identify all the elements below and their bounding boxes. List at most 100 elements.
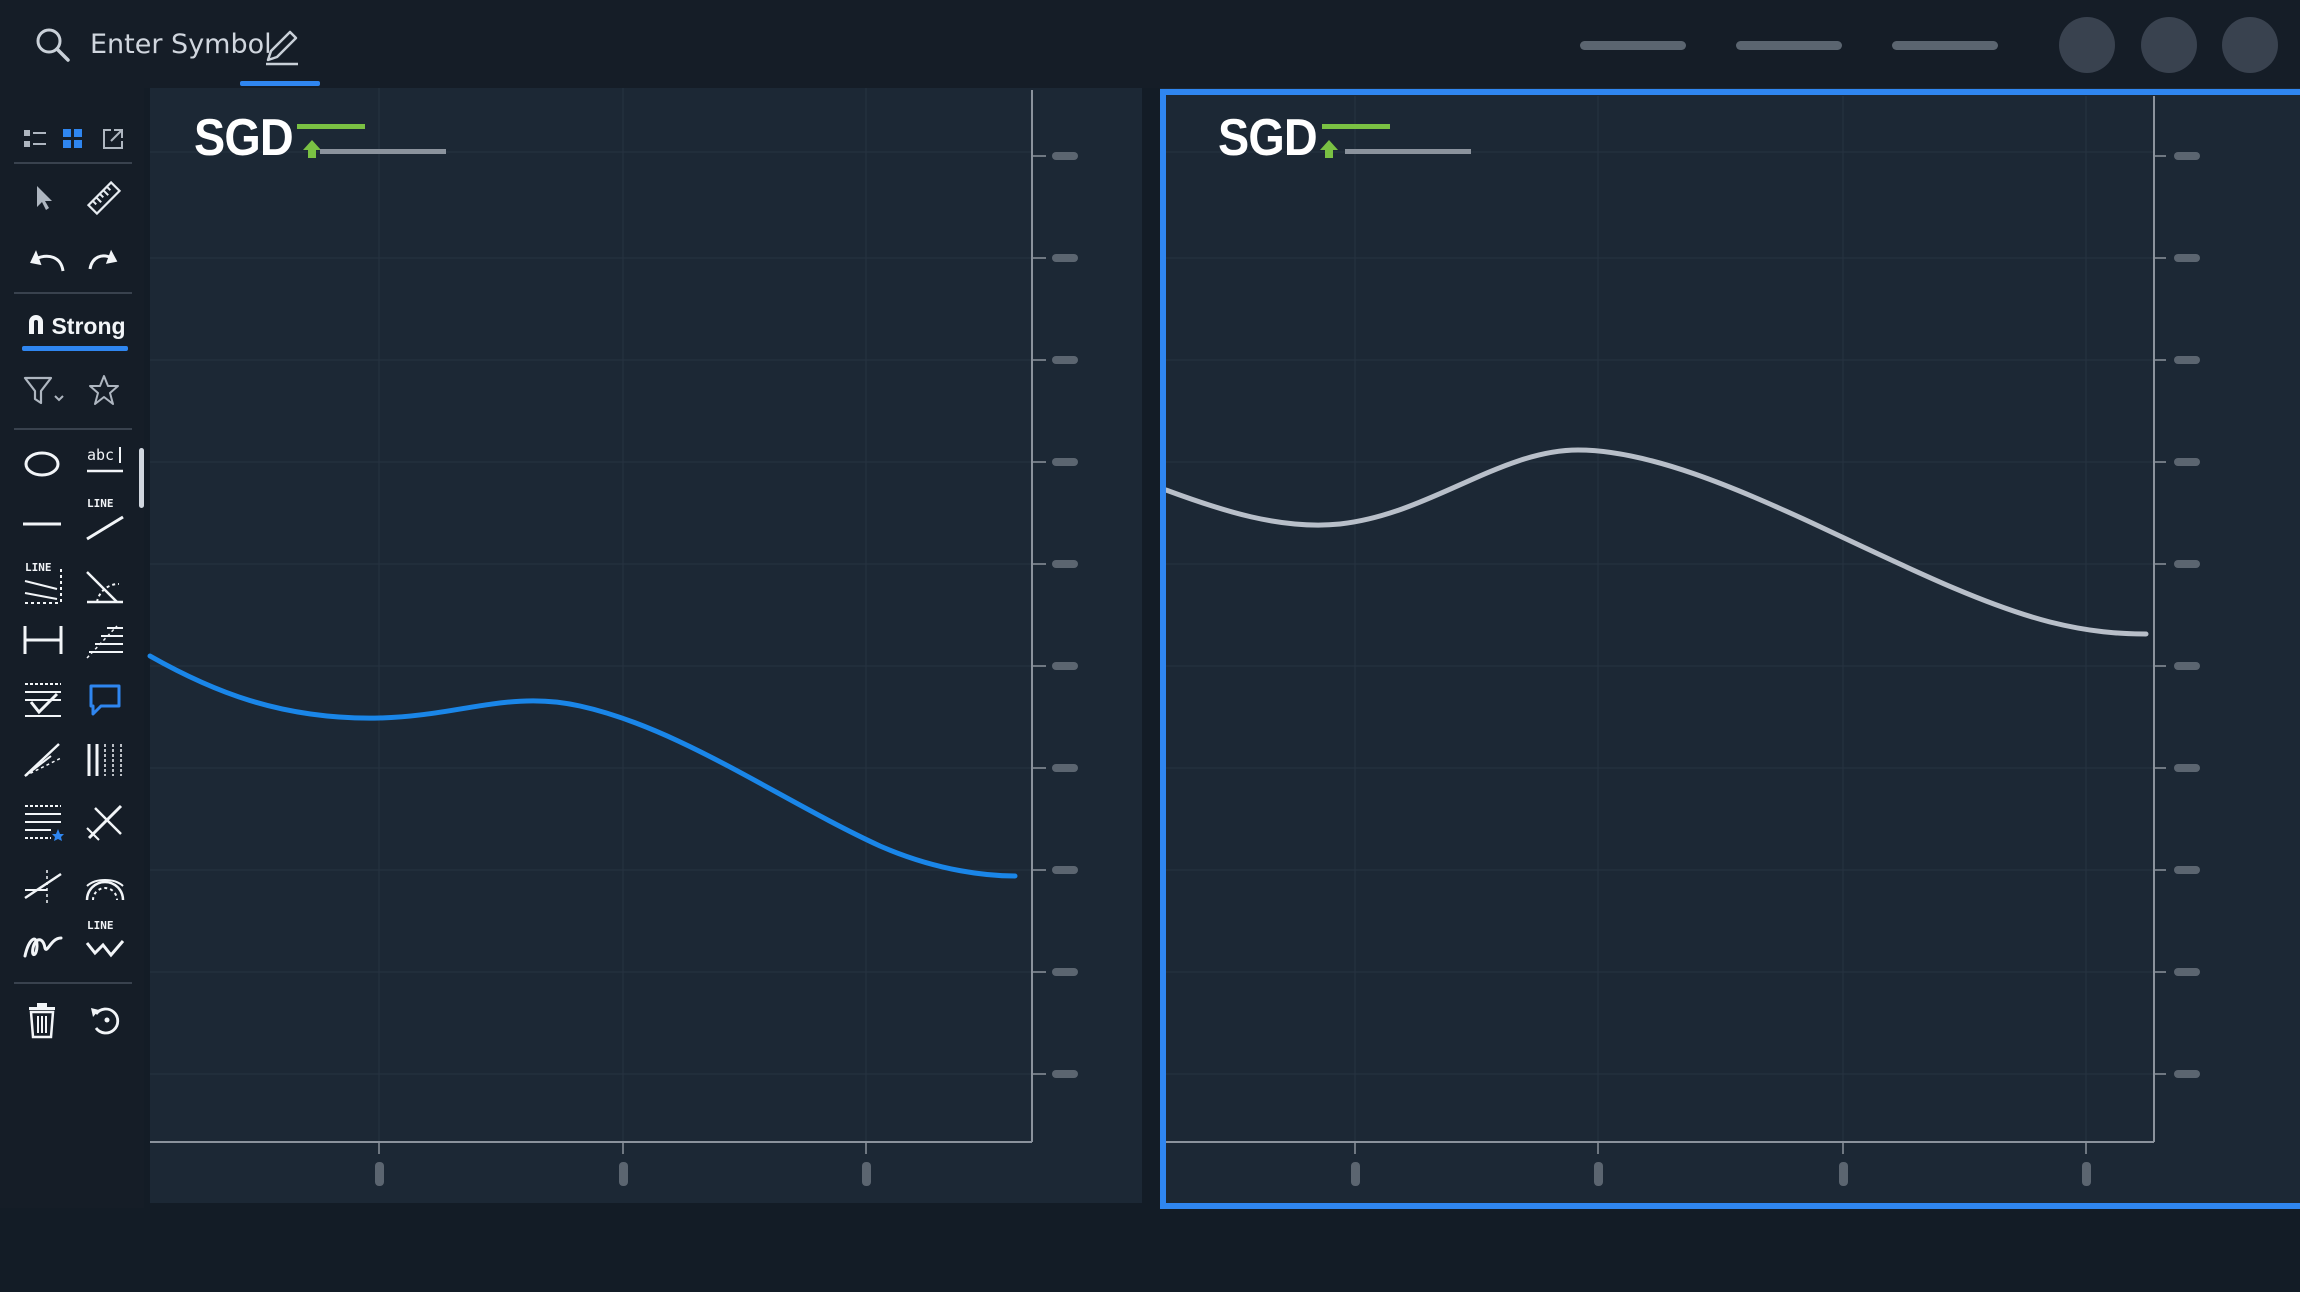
y-tick-label: [1052, 152, 1078, 160]
undo-icon[interactable]: [24, 240, 68, 280]
right-chart-grid: [1166, 96, 2154, 1142]
fib-levels-tool-icon[interactable]: [82, 618, 128, 662]
favorite-lines-tool-icon[interactable]: [20, 800, 66, 844]
y-tick-label: [2174, 662, 2200, 670]
legend-green-bar: [1322, 124, 1390, 129]
right-chart-symbol: SGD: [1218, 109, 1318, 167]
y-tick-label: [1052, 1070, 1078, 1078]
y-tick-label: [2174, 152, 2200, 160]
list-layout-icon[interactable]: [20, 124, 50, 154]
menu-item-1[interactable]: [1580, 41, 1686, 50]
right-x-ticks: [1351, 1142, 2091, 1186]
top-bar: Enter Symbol: [0, 0, 2300, 88]
chart-pane-right[interactable]: [1160, 88, 2300, 1203]
star-icon[interactable]: [84, 370, 124, 410]
x-tick-label: [862, 1162, 871, 1186]
y-tick-label: [1052, 356, 1078, 364]
angle-tool-icon[interactable]: [82, 564, 128, 608]
y-tick-label: [1052, 254, 1078, 262]
y-tick-label: [1052, 764, 1078, 772]
line-tag: LINE: [87, 919, 114, 932]
trash-icon[interactable]: [20, 998, 64, 1042]
pitchfork-tool-icon[interactable]: [20, 738, 66, 782]
menu-item-3[interactable]: [1892, 41, 1998, 50]
up-arrow-icon: [303, 140, 321, 158]
y-tick-label: [2174, 458, 2200, 466]
toolbar-divider: [14, 428, 132, 430]
line-channel-tool-icon[interactable]: LINE: [20, 558, 66, 608]
left-x-ticks: [375, 1142, 871, 1186]
y-tick-label: [2174, 356, 2200, 364]
drawing-toolbar: Strong abc LINE LINE: [0, 88, 144, 1208]
legend-gray-bar: [1345, 149, 1471, 154]
avatar-3[interactable]: [2222, 17, 2278, 73]
search-icon[interactable]: [34, 26, 72, 64]
y-tick-label: [1052, 458, 1078, 466]
line-tag: LINE: [25, 561, 52, 574]
right-legend: [1320, 124, 1471, 158]
y-tick-label: [1052, 968, 1078, 976]
y-tick-label: [1052, 866, 1078, 874]
x-tick-label: [2082, 1162, 2091, 1186]
filter-icon[interactable]: [20, 370, 70, 410]
text-tool-icon[interactable]: abc: [82, 438, 128, 484]
toolbar-divider: [14, 292, 132, 294]
left-y-ticks: [1032, 152, 1078, 1078]
range-tool-icon[interactable]: [20, 618, 66, 662]
y-tick-label: [1052, 560, 1078, 568]
y-tick-label: [2174, 1070, 2200, 1078]
wave-line-tool-icon[interactable]: LINE: [82, 916, 128, 966]
line-tag: LINE: [87, 497, 114, 510]
legend-gray-bar: [320, 149, 446, 154]
toolbar-scrollbar[interactable]: [139, 448, 144, 508]
magnet-mode-label: Strong: [51, 312, 126, 339]
x-tick-label: [619, 1162, 628, 1186]
symbol-search-input[interactable]: Enter Symbol: [90, 29, 272, 60]
y-tick-label: [2174, 866, 2200, 874]
avatar-1[interactable]: [2059, 17, 2115, 73]
menu-item-2[interactable]: [1736, 41, 1842, 50]
cross-lines-tool-icon[interactable]: [82, 800, 128, 844]
ellipse-tool-icon[interactable]: [20, 444, 64, 484]
brush-tool-icon[interactable]: [20, 922, 66, 966]
left-chart-grid: [150, 88, 1032, 1142]
magnet-active-indicator: [22, 346, 128, 351]
external-window-icon[interactable]: [98, 124, 128, 154]
horizontal-line-tool-icon[interactable]: [20, 504, 64, 544]
toolbar-divider: [14, 982, 132, 984]
left-chart-symbol: SGD: [194, 109, 294, 167]
chart-pane-left[interactable]: [150, 88, 1142, 1203]
y-tick-label: [1052, 662, 1078, 670]
left-legend: [297, 124, 446, 158]
right-y-ticks: [2154, 152, 2200, 1078]
x-tick-label: [375, 1162, 384, 1186]
x-tick-label: [1594, 1162, 1603, 1186]
pencil-icon[interactable]: [262, 26, 302, 66]
left-price-line: [147, 653, 1018, 879]
ruler-icon[interactable]: [84, 178, 124, 218]
toolbar-divider: [14, 162, 132, 164]
y-tick-label: [2174, 254, 2200, 262]
avatar-2[interactable]: [2141, 17, 2197, 73]
x-tick-label: [1351, 1162, 1360, 1186]
x-tick-label: [1839, 1162, 1848, 1186]
y-tick-label: [2174, 560, 2200, 568]
magnet-mode-button[interactable]: Strong: [22, 306, 130, 346]
extended-line-tool-icon[interactable]: [20, 862, 66, 906]
y-tick-label: [2174, 968, 2200, 976]
comment-tool-icon[interactable]: [82, 678, 128, 722]
vertical-lines-tool-icon[interactable]: [82, 738, 128, 782]
reset-icon[interactable]: [84, 998, 128, 1042]
arc-tool-icon[interactable]: [82, 862, 128, 906]
legend-green-bar: [297, 124, 365, 129]
active-tab-indicator: [240, 81, 320, 86]
grid-layout-icon[interactable]: [58, 124, 88, 154]
cursor-icon[interactable]: [24, 178, 64, 218]
text-tool-glyph: abc: [87, 446, 114, 464]
up-arrow-icon: [1320, 140, 1338, 158]
checklist-tool-icon[interactable]: [20, 678, 66, 722]
right-price-line: [1163, 447, 2149, 637]
redo-icon[interactable]: [84, 240, 124, 280]
trend-line-tool-icon[interactable]: LINE: [82, 494, 128, 544]
